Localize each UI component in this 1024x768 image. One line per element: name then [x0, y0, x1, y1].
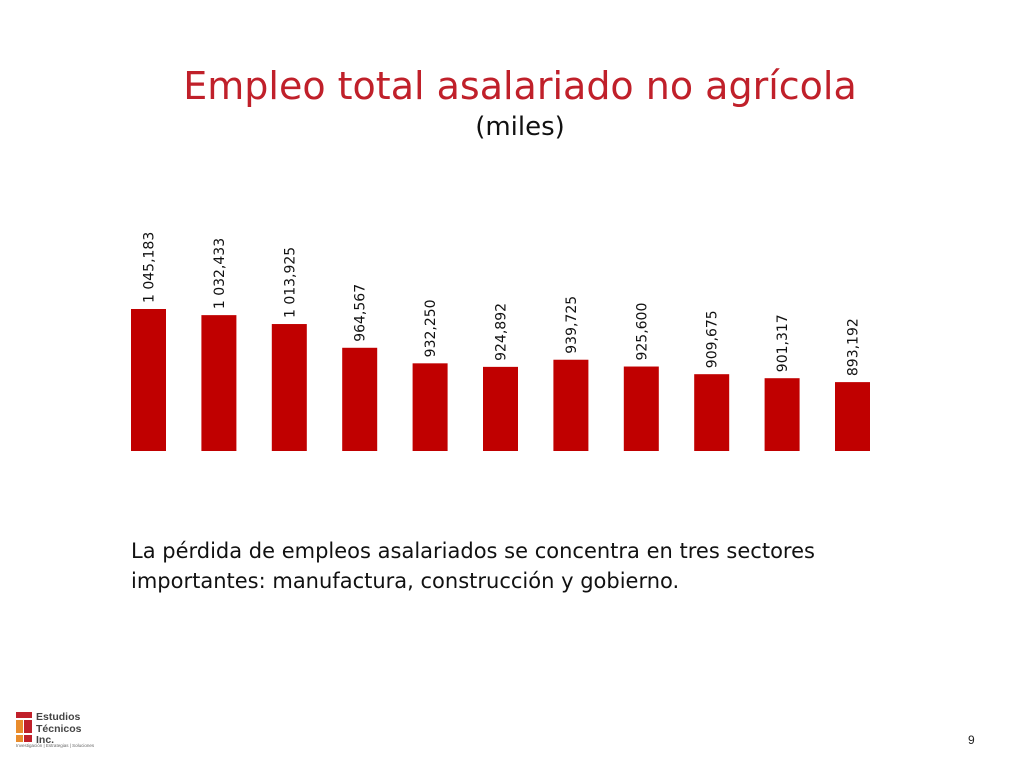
- bar-value-label-5: 932,250: [423, 299, 439, 357]
- chart-title: Empleo total asalariado no agrícola: [183, 64, 857, 108]
- bar-value-label-3: 1 013,925: [282, 247, 298, 318]
- logo-line-2: Técnicos: [36, 722, 82, 735]
- bar-2: [201, 315, 237, 451]
- bar-11: [835, 382, 870, 451]
- bar-4: [342, 347, 378, 451]
- chart-subtitle: (miles): [475, 112, 565, 142]
- bar-value-label-1: 1 045,183: [142, 232, 158, 303]
- bar-3: [271, 324, 307, 451]
- logo-tagline: Investigación | Estrategias | Soluciones: [16, 743, 95, 748]
- logo-block-left: [16, 720, 23, 742]
- bar-10: [764, 378, 800, 451]
- company-logo: [16, 712, 32, 742]
- logo-block-right: [24, 720, 32, 742]
- logo-line-3: Inc.: [36, 734, 55, 746]
- bar-9: [694, 374, 730, 451]
- logo-line-1: Estudios: [36, 711, 81, 723]
- summary-note: La pérdida de empleos asalariados se con…: [131, 539, 815, 593]
- bar-value-label-8: 925,600: [634, 303, 650, 361]
- bar-1: [131, 309, 166, 451]
- bar-value-label-7: 939,725: [564, 296, 580, 354]
- bar-value-label-11: 893,192: [846, 318, 862, 376]
- bar-value-label-2: 1 032,433: [212, 238, 228, 309]
- logo-bar-top: [16, 712, 32, 718]
- bar-value-label-4: 964,567: [353, 284, 369, 342]
- bar-6: [483, 366, 518, 451]
- bar-7: [553, 359, 589, 451]
- logo-divider: [16, 733, 32, 735]
- bar-value-label-6: 924,892: [494, 303, 510, 361]
- bar-value-label-9: 909,675: [705, 310, 721, 368]
- bar-5: [412, 363, 448, 451]
- bar-value-label-10: 901,317: [775, 314, 791, 372]
- bar-8: [623, 366, 659, 451]
- page-number: 9: [968, 733, 975, 747]
- logo-wordmark: Estudios Técnicos Inc.: [36, 711, 82, 747]
